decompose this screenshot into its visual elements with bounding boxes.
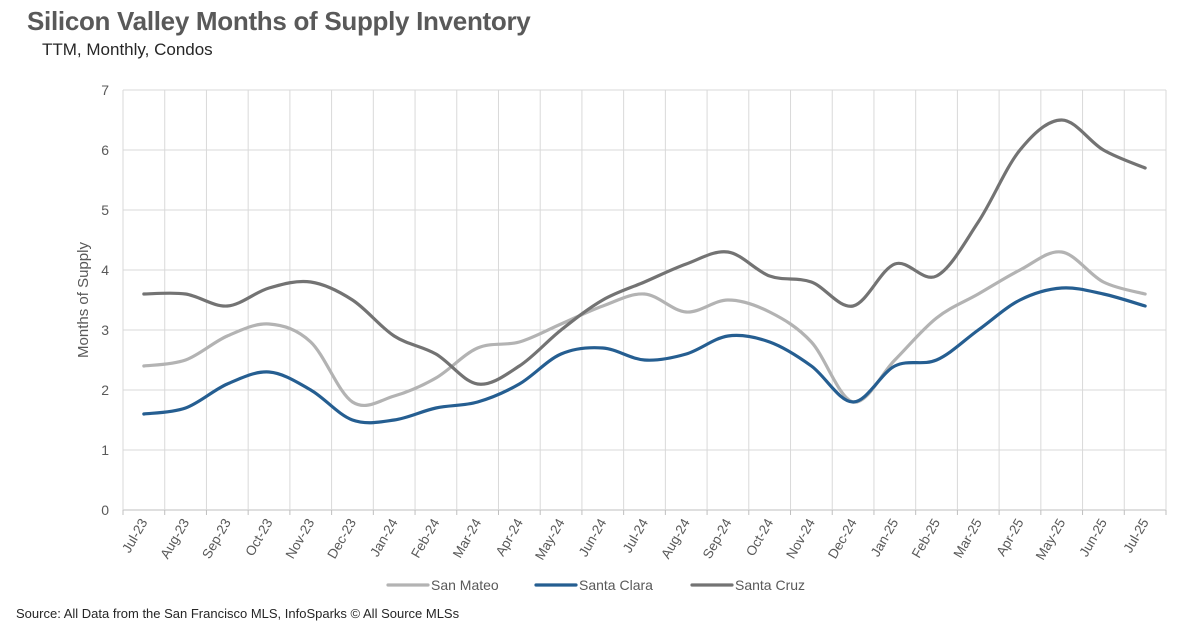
y-axis-ticks: 0 1 2 3 4 5 6 7 <box>101 82 109 518</box>
x-axis-ticks: Jul-23 Aug-23 Sep-23 Oct-23 Nov-23 Dec-23 Jan-… <box>119 516 1152 563</box>
x-tick-label: Mar-24 <box>450 516 485 561</box>
y-tick-label: 3 <box>101 322 109 338</box>
legend: San Mateo Santa Clara Santa Cruz <box>386 577 805 593</box>
y-tick-label: 7 <box>101 82 109 98</box>
x-tick-label: Dec-24 <box>825 516 860 562</box>
y-tick-label: 4 <box>101 262 109 278</box>
gridlines <box>122 89 1167 515</box>
x-tick-label: Feb-24 <box>408 516 443 561</box>
x-tick-label: Jan-25 <box>868 516 902 559</box>
x-tick-label: May-25 <box>1033 516 1068 562</box>
y-axis-label: Months of Supply <box>75 242 92 358</box>
y-tick-label: 5 <box>101 202 109 218</box>
series-line-santa-clara <box>142 286 1147 425</box>
x-tick-label: Aug-24 <box>658 516 693 562</box>
x-tick-label: Jun-24 <box>576 516 610 560</box>
y-tick-label: 0 <box>101 502 109 518</box>
x-tick-label: Oct-23 <box>242 516 275 559</box>
x-tick-label: Feb-25 <box>909 516 943 561</box>
x-tick-label: Sep-23 <box>199 516 234 561</box>
x-tick-label: Jul-25 <box>1120 516 1151 555</box>
y-tick-label: 1 <box>101 442 109 458</box>
x-tick-label: Jun-25 <box>1076 516 1110 559</box>
legend-label-santa-clara: Santa Clara <box>579 577 653 593</box>
x-tick-label: Jul-24 <box>620 516 652 556</box>
x-tick-label: Jul-23 <box>119 516 150 555</box>
legend-label-san-mateo: San Mateo <box>431 577 499 593</box>
series-lines <box>142 118 1147 425</box>
x-tick-label: Apr-25 <box>993 516 1026 559</box>
y-tick-label: 6 <box>101 142 109 158</box>
x-tick-label: Oct-24 <box>743 516 776 559</box>
x-tick-label: Sep-24 <box>700 516 735 562</box>
x-tick-label: Nov-23 <box>283 516 318 561</box>
x-tick-label: Apr-24 <box>493 516 526 559</box>
x-tick-label: Aug-23 <box>157 516 192 561</box>
source-note: Source: All Data from the San Francisco … <box>16 606 460 621</box>
legend-label-santa-cruz: Santa Cruz <box>735 577 805 593</box>
series-line-san-mateo <box>142 250 1147 408</box>
x-tick-label: Jan-24 <box>367 516 401 560</box>
series-line-santa-cruz <box>142 118 1147 386</box>
chart-title: Silicon Valley Months of Supply Inventor… <box>27 6 531 36</box>
x-tick-label: May-24 <box>532 516 568 563</box>
x-tick-label: Dec-23 <box>324 516 359 561</box>
x-tick-label: Nov-24 <box>783 516 818 562</box>
chart-subtitle: TTM, Monthly, Condos <box>42 40 213 59</box>
y-tick-label: 2 <box>101 382 109 398</box>
x-tick-label: Mar-25 <box>950 516 984 561</box>
